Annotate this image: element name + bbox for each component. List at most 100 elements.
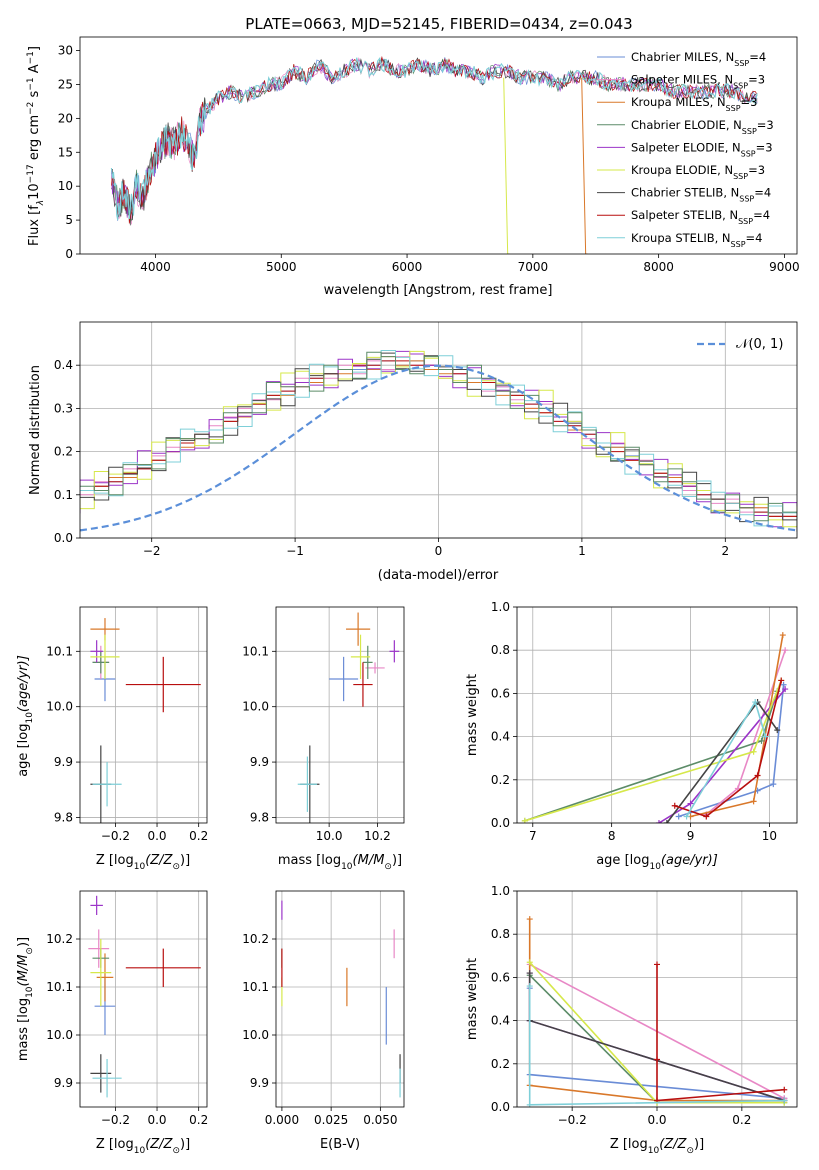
x-axis-label: age [log10(age/yr)] <box>596 853 718 872</box>
y-tick-label: 9.8 <box>250 810 269 824</box>
weight-marker <box>781 1097 788 1104</box>
weight-marker <box>526 970 533 977</box>
y-tick-label: 10.1 <box>46 644 73 658</box>
weight-marker <box>770 781 777 788</box>
x-tick-label: 0.2 <box>189 1113 208 1127</box>
weight-marker <box>526 959 533 966</box>
y-tick-label: 0.0 <box>491 816 510 830</box>
y-tick-label: 10.0 <box>46 1028 73 1042</box>
weight-marker <box>780 681 787 688</box>
histogram-series <box>80 350 797 528</box>
x-axis-label: E(B-V) <box>320 1137 360 1152</box>
panel-residuals: −2 −1 0 1 2 0.0 0.1 0.2 0.3 0.4 𝒩(0, 1) (data-model… <box>28 321 798 583</box>
y-tick-label: 0.2 <box>491 773 510 787</box>
y-tick-label: 10.2 <box>46 932 73 946</box>
y-tick-label: 0.3 <box>54 401 73 415</box>
y-axis-label: age [log10(age/yr)] <box>16 655 35 777</box>
y-tick-label: 0.0 <box>491 1100 510 1114</box>
weight-marker <box>703 813 710 820</box>
x-tick-label: −0.2 <box>558 1113 587 1127</box>
legend-label: 𝒩(0, 1) <box>736 337 783 352</box>
x-tick-label: 0.2 <box>189 829 208 843</box>
panel-mass-weight-vs-Z: −0.2 0.0 0.2 0.0 0.2 0.4 0.6 0.8 1.0 Z [log10(Z/Z… <box>465 884 798 1156</box>
y-tick-label: 9.9 <box>54 1076 73 1090</box>
axes-frame <box>516 606 798 824</box>
axes-frame <box>516 890 798 1108</box>
x-tick-label: 0 <box>435 544 443 558</box>
x-tick-label: 0.2 <box>732 1113 751 1127</box>
histogram-series <box>80 351 797 526</box>
x-tick-label: 1 <box>578 544 586 558</box>
y-tick-label: 9.9 <box>250 1076 269 1090</box>
x-tick-label: 4000 <box>140 260 171 274</box>
weight-marker <box>782 647 789 654</box>
panel-spectrum: 4000 5000 6000 7000 8000 9000 0 5 10 15 20 25 30 wave… <box>26 36 800 298</box>
y-tick-label: 9.9 <box>250 755 269 769</box>
weight-marker <box>654 961 660 968</box>
axes-frame <box>79 321 798 539</box>
y-axis-label: Flux [fλ10−17 erg cm−2 s−1 A−1] <box>26 46 46 246</box>
weight-marker <box>782 686 789 693</box>
weight-line <box>656 964 785 1102</box>
y-tick-label: 1.0 <box>491 884 510 898</box>
spectrum-line <box>110 56 758 221</box>
x-tick-label: 0.025 <box>314 1113 348 1127</box>
legend-label: Chabrier MILES, NSSP=4 <box>631 50 766 68</box>
weight-marker <box>778 677 785 684</box>
legend-label: Salpeter MILES, NSSP=3 <box>631 73 765 91</box>
normal-curve <box>80 364 797 532</box>
x-tick-label: 10 <box>762 829 777 843</box>
x-tick-label: 8 <box>608 829 616 843</box>
plot-area <box>80 350 797 532</box>
weight-marker <box>683 813 690 820</box>
weight-marker <box>655 820 662 823</box>
x-tick-label: −0.2 <box>101 829 130 843</box>
panel-mass-vs-Z: −0.2 0.0 0.2 9.9 10.0 10.1 10.2 Z [log10(Z/Z⊙)]… <box>16 890 208 1156</box>
plot-area <box>281 900 401 1098</box>
x-tick-label: 0.0 <box>647 1113 666 1127</box>
y-axis-label: Normed distribution <box>28 365 43 495</box>
x-tick-label: 0.000 <box>265 1113 299 1127</box>
weight-marker <box>750 798 757 805</box>
y-axis-label: mass weight <box>465 958 480 1040</box>
x-tick-label: −0.2 <box>101 1113 130 1127</box>
legend-label: Kroupa ELODIE, NSSP=3 <box>631 163 765 181</box>
y-tick-label: 25 <box>58 77 73 91</box>
y-tick-label: 0.8 <box>491 927 510 941</box>
spectrum-line <box>111 55 758 224</box>
x-tick-label: 6000 <box>392 260 423 274</box>
figure-title: PLATE=0663, MJD=52145, FIBERID=0434, z=0… <box>245 15 632 33</box>
weight-line <box>524 680 782 822</box>
y-tick-label: 0.1 <box>54 488 73 502</box>
y-tick-label: 1.0 <box>491 600 510 614</box>
x-tick-label: 9000 <box>769 260 800 274</box>
y-tick-label: 10.1 <box>46 980 73 994</box>
y-axis-label: mass [log10(M/M⊙)] <box>16 937 35 1061</box>
y-tick-label: 20 <box>58 111 73 125</box>
x-tick-label: 8000 <box>643 260 674 274</box>
y-tick-label: 0.2 <box>491 1057 510 1071</box>
y-tick-label: 15 <box>58 145 73 159</box>
x-tick-label: 0.050 <box>363 1113 397 1127</box>
y-tick-label: 0.2 <box>54 445 73 459</box>
axes-frame <box>275 890 405 1108</box>
weight-marker <box>671 802 678 809</box>
panel-mass-weight-vs-age: 7 8 9 10 0.0 0.2 0.4 0.6 0.8 1.0 age [log10(age/yr… <box>465 600 798 872</box>
x-tick-label: 7 <box>529 829 537 843</box>
x-tick-label: 10.2 <box>364 829 391 843</box>
x-tick-label: 10.0 <box>316 829 343 843</box>
plot-area <box>297 612 400 823</box>
axes-frame <box>275 606 405 824</box>
x-axis-label: (data-model)/error <box>378 568 499 583</box>
x-axis-label: mass [log10(M/M⊙)] <box>278 853 402 872</box>
y-tick-label: 5 <box>65 213 73 227</box>
y-tick-label: 0.6 <box>491 686 510 700</box>
x-tick-label: 7000 <box>518 260 549 274</box>
panel-mass-vs-EBV: 0.000 0.025 0.050 9.9 10.0 10.1 10.2 E(B-V) <box>242 890 405 1152</box>
x-tick-label: −2 <box>143 544 161 558</box>
weight-marker <box>762 733 769 740</box>
histogram-series <box>80 352 797 532</box>
legend-label: Kroupa STELIB, NSSP=4 <box>631 231 762 249</box>
y-tick-label: 0.6 <box>491 970 510 984</box>
histogram-series <box>80 350 797 528</box>
